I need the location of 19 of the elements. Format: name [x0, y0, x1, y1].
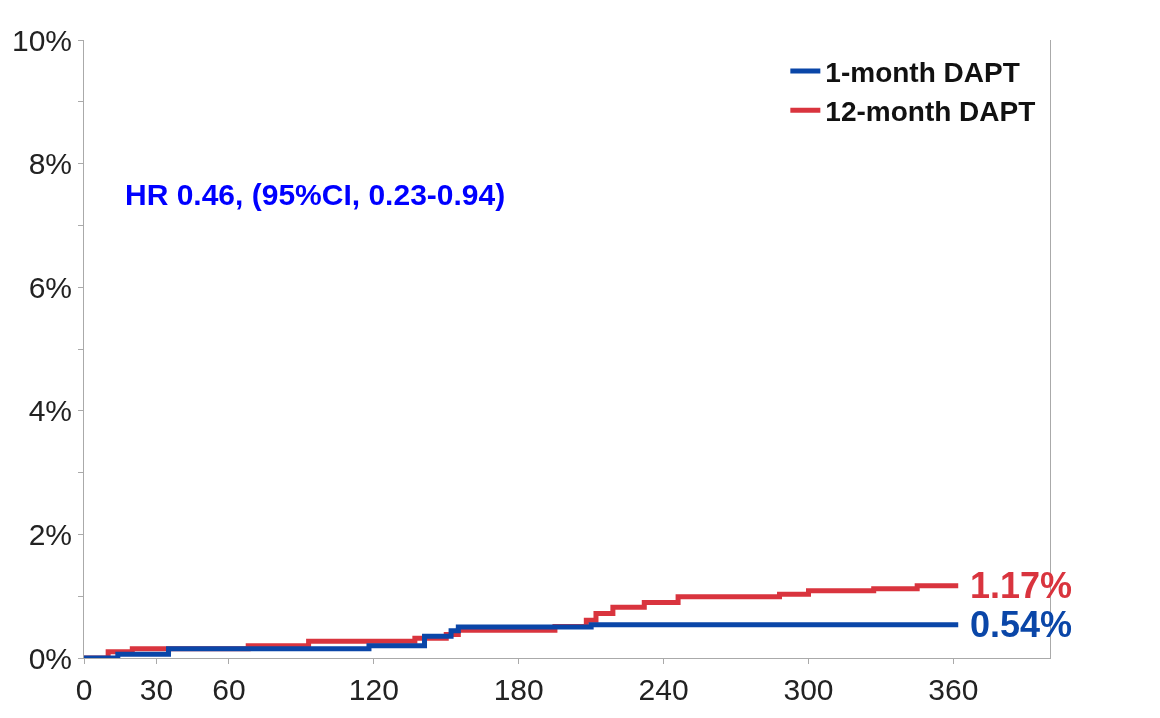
y-tick-label: 6%: [28, 270, 72, 304]
y-tick-label: 2%: [28, 517, 72, 551]
y-tick-label: 4%: [28, 394, 72, 428]
x-tick-label: 60: [212, 673, 246, 706]
annotation: 0.54%: [970, 604, 1073, 645]
annotation: HR 0.46, (95%CI, 0.23-0.94): [125, 178, 506, 211]
x-tick-label: 360: [928, 673, 979, 706]
x-tick-label: 30: [139, 673, 174, 706]
y-tick-label: 8%: [28, 147, 72, 181]
x-tick-label: 180: [493, 673, 544, 706]
x-tick-label: 300: [783, 673, 834, 706]
legend-label: 12-month DAPT: [825, 96, 1036, 128]
annotation: 1.17%: [970, 565, 1073, 606]
x-tick-label: 240: [638, 673, 689, 706]
y-tick-label: 10%: [11, 23, 72, 57]
y-tick-label: 0%: [28, 641, 72, 675]
x-tick-label: 120: [348, 673, 399, 706]
x-tick-label: 0: [75, 673, 93, 706]
legend-label: 1-month DAPT: [825, 56, 1020, 88]
